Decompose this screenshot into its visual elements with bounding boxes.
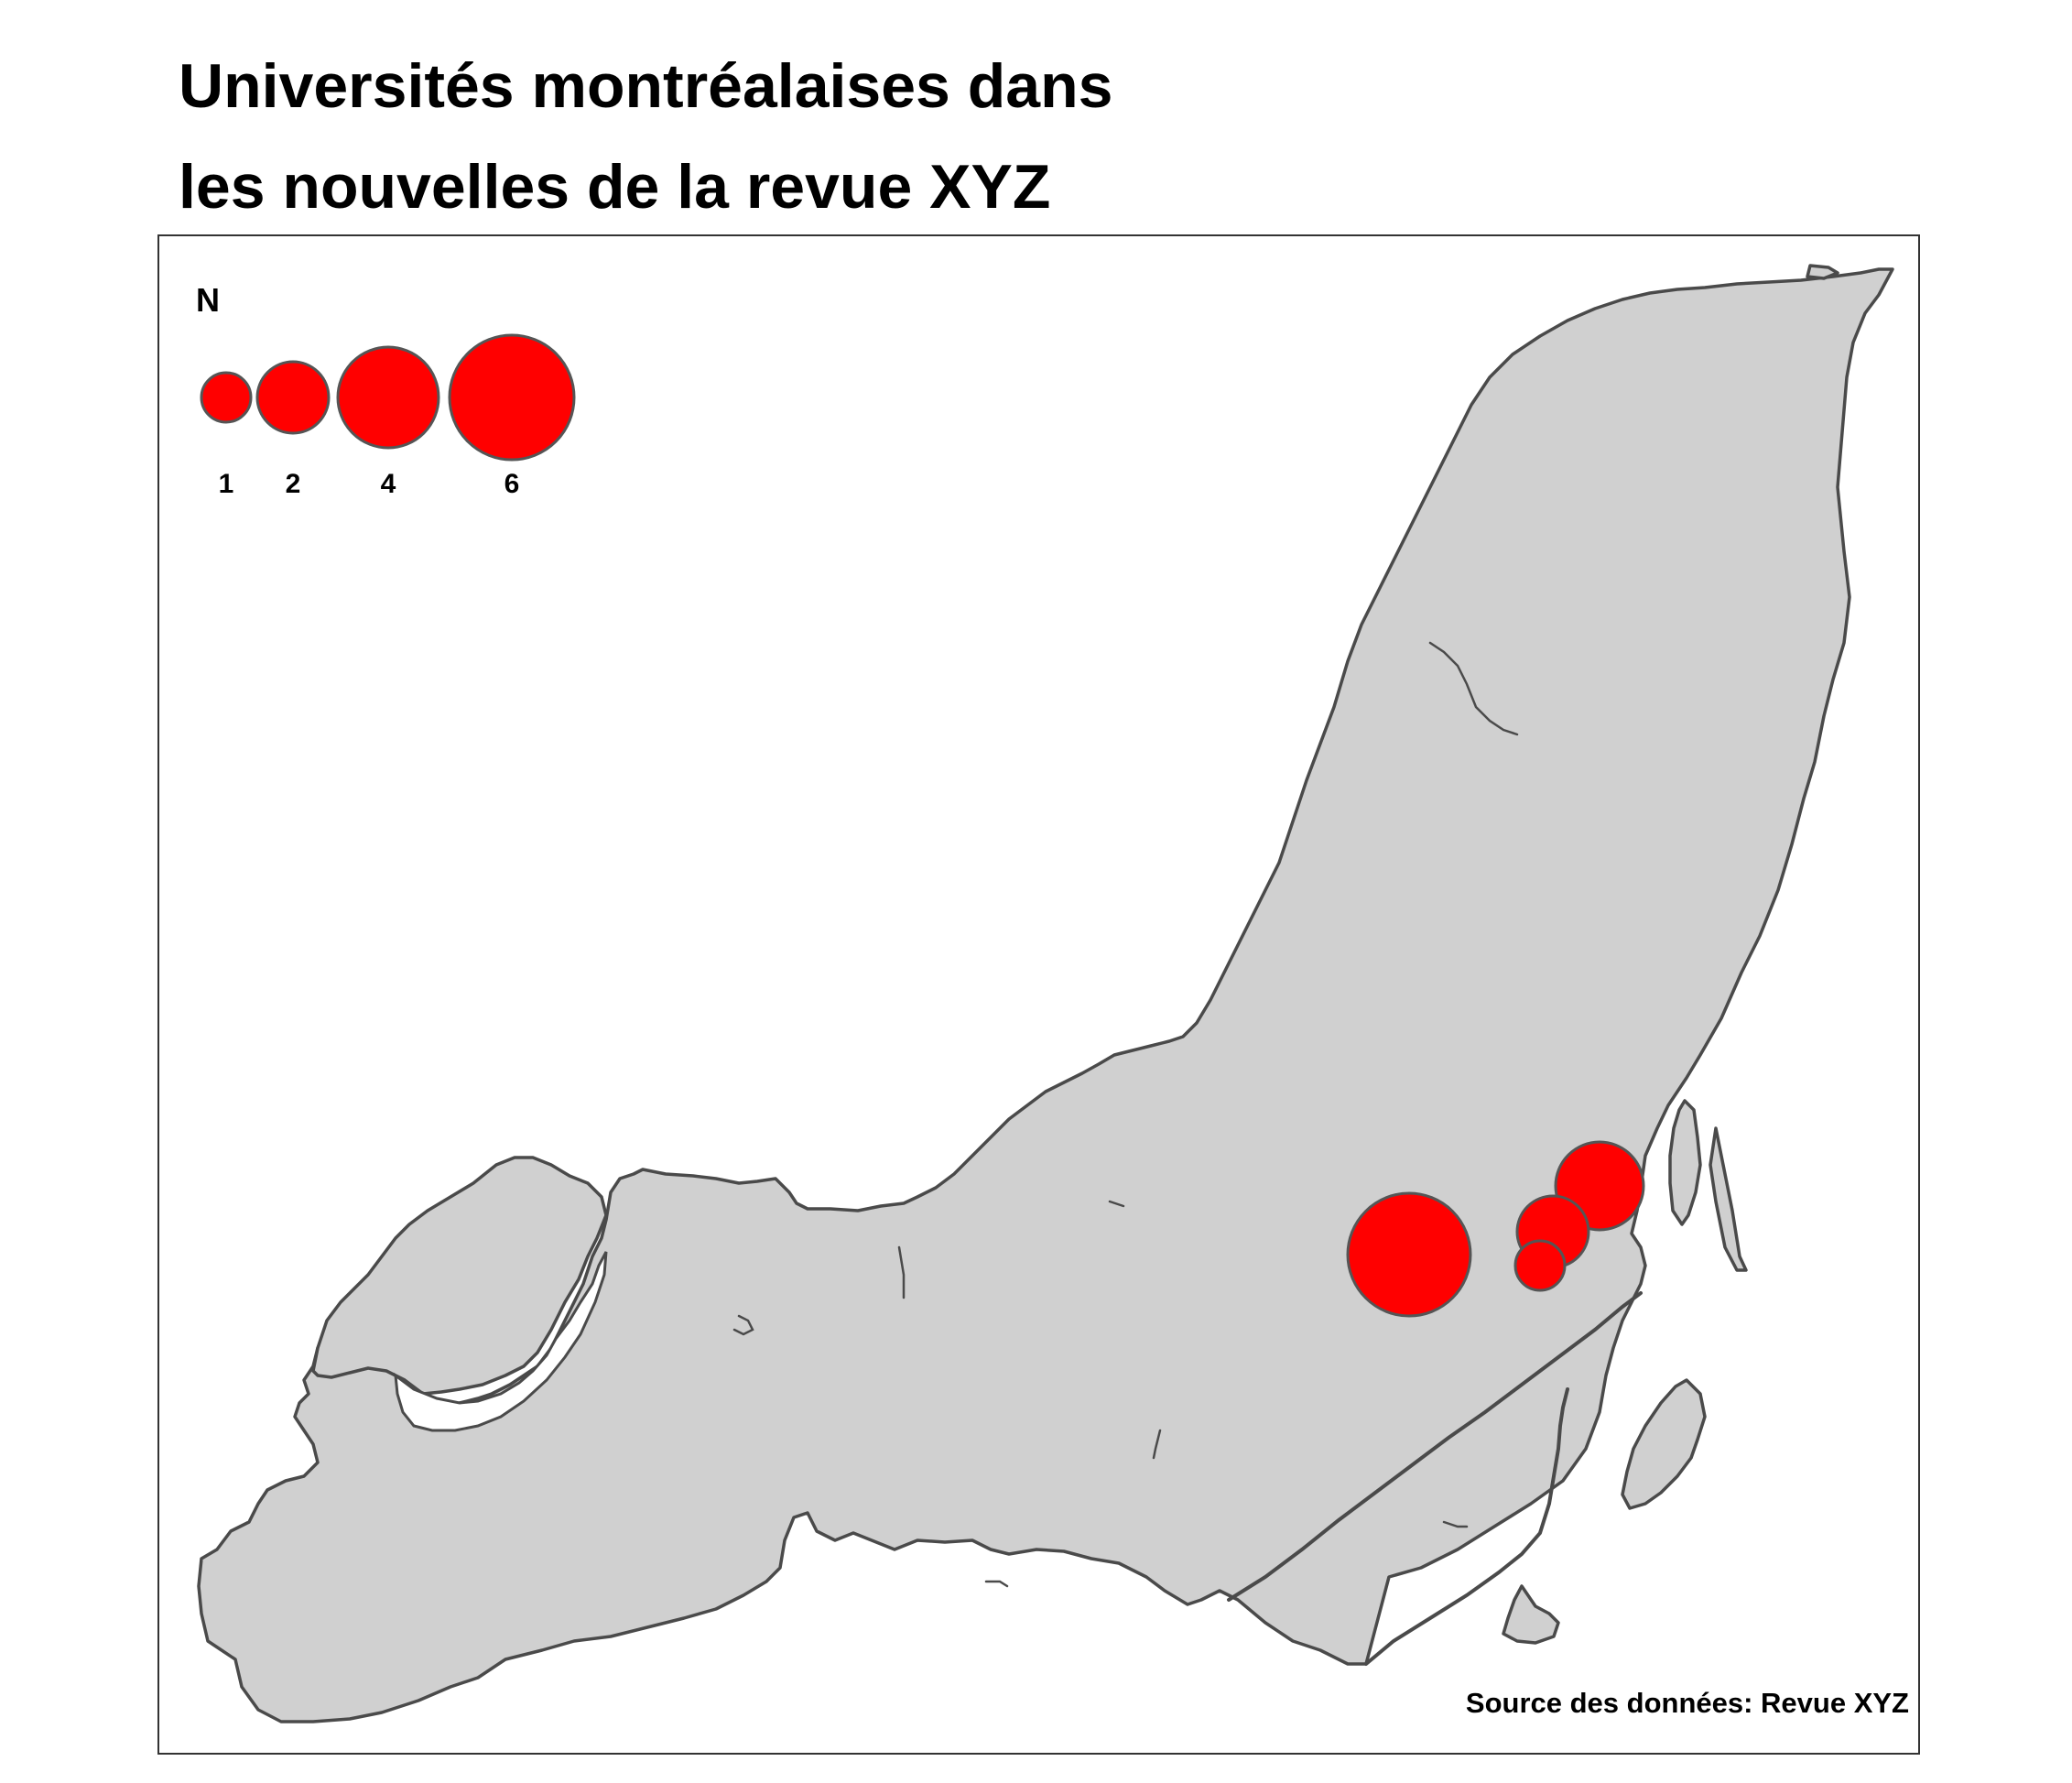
north-tip-islet — [1806, 264, 1839, 280]
interior-stream-2 — [732, 1314, 754, 1336]
river-channel — [394, 1251, 608, 1432]
port-island — [1709, 1126, 1748, 1272]
ile-sainte-helene — [1621, 1378, 1707, 1510]
aqueduct-canal — [1364, 1387, 1569, 1666]
legend-label-2: 2 — [286, 469, 301, 499]
university-bubble-6 — [1346, 1191, 1472, 1318]
interior-stream-4 — [1108, 1200, 1125, 1208]
interior-stream-3 — [1152, 1429, 1162, 1460]
university-bubbles — [1346, 1140, 1645, 1318]
university-bubble-1 — [1513, 1239, 1567, 1292]
interior-stream-7 — [984, 1580, 1009, 1588]
interior-stream-1 — [1428, 641, 1519, 736]
ile-des-soeurs — [1502, 1584, 1560, 1645]
legend-symbols: 1 2 4 6 — [200, 333, 576, 499]
legend-title: N — [196, 281, 220, 319]
legend-circle-4 — [336, 345, 440, 450]
legend-circle-2 — [255, 360, 331, 435]
legend-label-1: 1 — [219, 469, 234, 499]
legend-label-6: 6 — [504, 469, 520, 499]
lachine-canal — [1227, 1291, 1643, 1602]
legend-label-4: 4 — [381, 469, 396, 499]
ile-bizard — [311, 1156, 608, 1396]
map-title-line-2: les nouvelles de la revue XYZ — [179, 152, 1051, 222]
map-canvas: N 1 2 4 6 Source des données: Revue XYZ — [196, 264, 1909, 1723]
interior-stream-5 — [897, 1245, 906, 1299]
interior-stream-6 — [1442, 1520, 1469, 1528]
data-source: Source des données: Revue XYZ — [1466, 1687, 1909, 1719]
legend-circle-6 — [448, 333, 576, 462]
ile-notre-dame — [1668, 1099, 1702, 1226]
map-frame: N 1 2 4 6 Source des données: Revue XYZ — [157, 234, 1920, 1755]
montreal-island — [197, 267, 1894, 1723]
map-title-line-1: Universités montréalaises dans — [179, 51, 1113, 121]
legend-circle-1 — [200, 371, 253, 424]
